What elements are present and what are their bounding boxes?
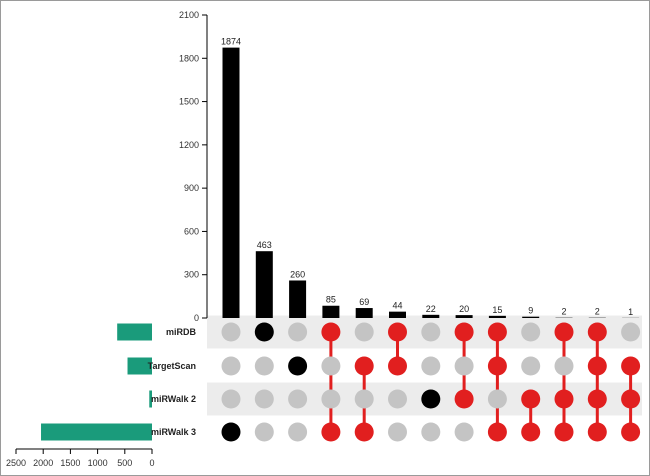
matrix-dot-inactive [221,389,241,409]
intersection-axis-tick-label: 0 [194,313,199,323]
set-label: miRWalk 3 [151,427,196,437]
matrix-dot-inactive [254,356,274,376]
set-label: miRWalk 2 [151,394,196,404]
matrix-dot-inactive [354,322,374,342]
intersection-bar [455,315,473,318]
matrix-dot-inactive [288,389,308,409]
intersection-bar [422,314,440,318]
matrix-dot-active [621,389,641,409]
matrix-dot-active [587,422,607,442]
set-label: TargetScan [148,361,196,371]
intersection-bar [255,251,273,318]
set-size-axis-tick-label: 1500 [60,458,80,468]
intersection-bar-label: 463 [257,240,272,250]
set-label: miRDB [166,327,197,337]
matrix-dot-active [587,322,607,342]
matrix-dot-active [221,422,241,442]
matrix-dot-inactive [421,322,441,342]
set-size-axis-tick-label: 0 [149,458,154,468]
matrix-dot-active [321,322,341,342]
intersection-bar [289,280,307,318]
intersection-bar-label: 1 [628,307,633,317]
intersection-axis-tick-label: 1800 [179,53,199,63]
set-size-bar [117,323,152,341]
intersection-bar-label: 260 [290,269,305,279]
matrix-dot-inactive [254,422,274,442]
matrix-dot-active [388,356,407,376]
set-size-axis-tick-label: 1000 [88,458,108,468]
intersection-bar-label: 85 [326,295,336,305]
intersection-bar-label: 1874 [221,37,241,47]
matrix-dot-inactive [321,356,341,376]
intersection-bar-label: 22 [426,304,436,314]
matrix-dot-active [454,389,474,409]
set-size-axis-tick-label: 2500 [6,458,26,468]
matrix-dot-inactive [221,322,241,342]
matrix-dot-active [621,422,641,442]
intersection-bar [488,315,506,318]
intersection-bar-label: 15 [492,305,502,315]
intersection-bar [389,311,406,318]
set-size-bar [41,423,152,441]
matrix-dot-active [587,356,607,376]
intersection-bar-label: 20 [459,304,469,314]
matrix-dot-active [554,322,574,342]
intersection-axis-tick-label: 600 [184,226,199,236]
matrix-dot-inactive [521,356,541,376]
matrix-dot-inactive [621,322,641,342]
intersection-bar-label: 2 [595,307,600,317]
matrix-dot-active [487,356,507,376]
matrix-dot-inactive [388,389,407,409]
intersection-bar [222,47,240,318]
matrix-dot-inactive [421,356,441,376]
matrix-dot-inactive [288,422,308,442]
set-size-bar [149,390,152,408]
matrix-dot-active [421,389,441,409]
matrix-dot-inactive [254,389,274,409]
matrix-dot-active [354,356,374,376]
matrix-dot-inactive [288,322,308,342]
matrix-dot-active [554,389,574,409]
intersection-axis-tick-label: 1500 [179,97,199,107]
intersection-axis-tick-label: 1200 [179,140,199,150]
intersection-axis-tick-label: 2100 [179,10,199,20]
matrix-dot-inactive [521,322,541,342]
matrix-dot-inactive [354,389,374,409]
matrix-dot-inactive [454,356,474,376]
intersection-bar-label: 9 [528,306,533,316]
matrix-dot-active [587,389,607,409]
set-size-axis-tick-label: 500 [117,458,132,468]
matrix-dot-active [454,322,474,342]
matrix-dot-inactive [221,356,241,376]
matrix-dot-inactive [454,422,474,442]
matrix-dot-active [388,322,407,342]
intersection-bar [355,308,373,318]
matrix-dot-active [621,356,641,376]
intersection-bar [322,305,340,318]
intersection-bar-label: 69 [359,297,369,307]
matrix-dot-active [487,322,507,342]
matrix-dot-active [288,356,308,376]
matrix-dot-inactive [421,422,441,442]
matrix-dot-active [354,422,374,442]
intersection-bar-label: 2 [561,307,566,317]
intersection-axis-tick-label: 900 [184,183,199,193]
matrix-dot-inactive [487,389,507,409]
matrix-dot-active [321,422,341,442]
set-size-bar [127,357,152,375]
matrix-dot-active [521,422,541,442]
matrix-dot-active [521,389,541,409]
intersection-bar-label: 44 [392,301,402,311]
matrix-dot-active [487,422,507,442]
matrix-dot-inactive [554,356,574,376]
set-size-axis-tick-label: 2000 [33,458,53,468]
intersection-axis-tick-label: 300 [184,270,199,280]
matrix-dot-active [554,422,574,442]
matrix-dot-inactive [388,422,407,442]
intersection-bar [522,316,540,318]
matrix-dot-inactive [321,389,341,409]
matrix-dot-active [254,322,274,342]
